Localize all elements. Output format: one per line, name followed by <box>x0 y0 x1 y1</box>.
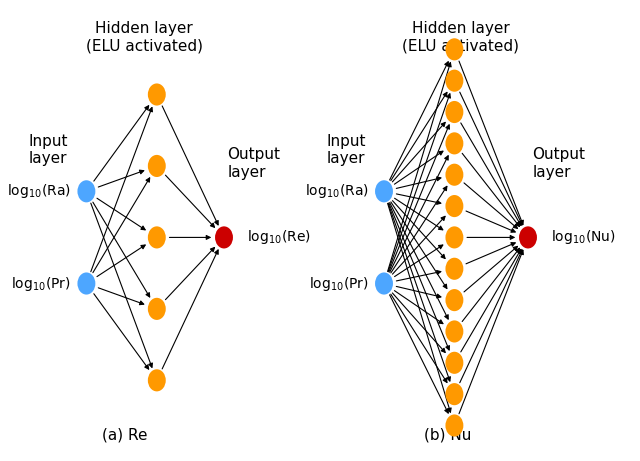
Ellipse shape <box>445 226 463 248</box>
Ellipse shape <box>445 414 463 437</box>
Text: Hidden layer
(ELU activated): Hidden layer (ELU activated) <box>86 21 202 53</box>
Ellipse shape <box>445 132 463 154</box>
Ellipse shape <box>148 155 166 177</box>
Text: $\mathrm{log}_{10}$(Ra): $\mathrm{log}_{10}$(Ra) <box>305 182 369 201</box>
Ellipse shape <box>77 180 95 202</box>
Text: Input
layer: Input layer <box>29 134 68 166</box>
Text: Hidden layer
(ELU activated): Hidden layer (ELU activated) <box>403 21 519 53</box>
Text: $\mathrm{log}_{10}$(Pr): $\mathrm{log}_{10}$(Pr) <box>12 274 71 293</box>
Text: (b) Nu: (b) Nu <box>424 427 472 443</box>
Ellipse shape <box>77 272 95 295</box>
Ellipse shape <box>445 258 463 280</box>
Ellipse shape <box>445 38 463 60</box>
Ellipse shape <box>445 195 463 217</box>
Ellipse shape <box>148 369 166 391</box>
Ellipse shape <box>375 272 393 295</box>
Text: (a) Re: (a) Re <box>102 427 148 443</box>
Text: $\mathrm{log}_{10}$(Pr): $\mathrm{log}_{10}$(Pr) <box>309 274 369 293</box>
Ellipse shape <box>148 226 166 248</box>
Ellipse shape <box>519 226 537 248</box>
Text: $\mathrm{log}_{10}$(Ra): $\mathrm{log}_{10}$(Ra) <box>7 182 71 201</box>
Ellipse shape <box>148 83 166 106</box>
Ellipse shape <box>445 352 463 374</box>
Ellipse shape <box>375 180 393 202</box>
Ellipse shape <box>215 226 233 248</box>
Text: $\mathrm{log}_{10}$(Re): $\mathrm{log}_{10}$(Re) <box>247 228 311 247</box>
Text: $\mathrm{log}_{10}$(Nu): $\mathrm{log}_{10}$(Nu) <box>551 228 616 247</box>
Text: Input
layer: Input layer <box>326 134 366 166</box>
Ellipse shape <box>445 320 463 343</box>
Ellipse shape <box>445 289 463 311</box>
Ellipse shape <box>445 164 463 186</box>
Text: Output
layer: Output layer <box>532 148 586 180</box>
Ellipse shape <box>445 383 463 405</box>
Ellipse shape <box>148 298 166 320</box>
Ellipse shape <box>445 101 463 123</box>
Ellipse shape <box>445 70 463 92</box>
Text: Output
layer: Output layer <box>227 148 280 180</box>
